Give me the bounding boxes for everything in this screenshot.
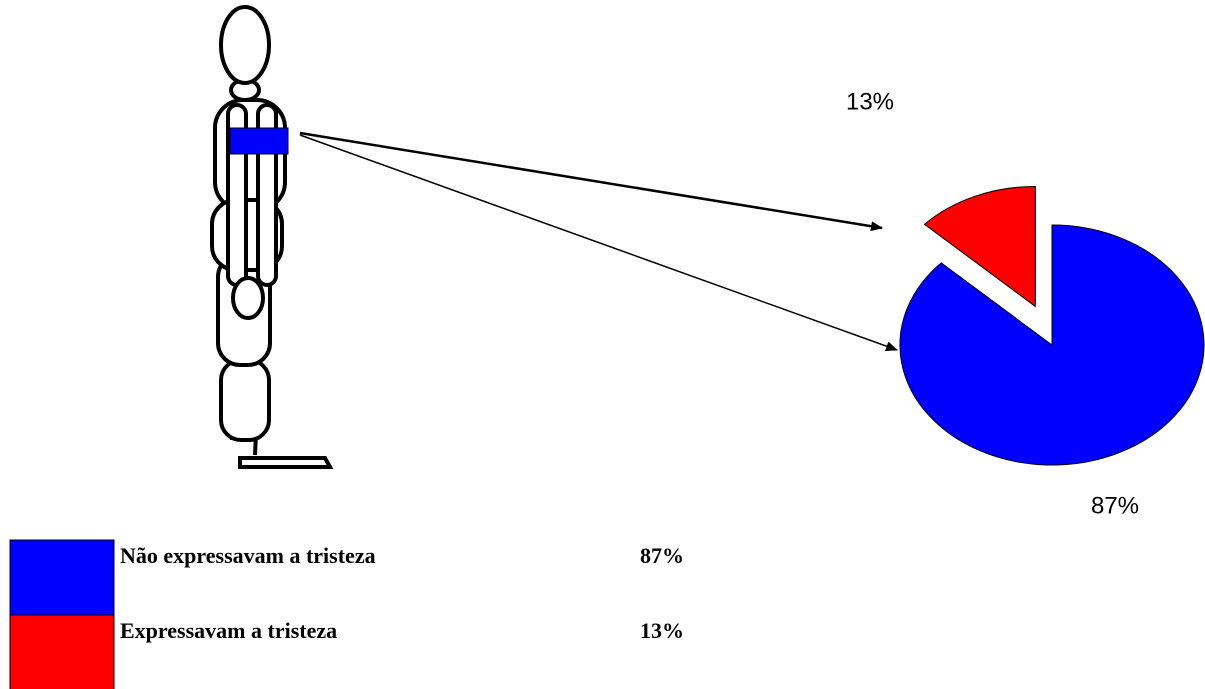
- data-label: 13%: [846, 88, 894, 115]
- arrow: [300, 135, 897, 350]
- legend-label: Não expressavam a tristeza: [120, 543, 376, 568]
- data-label: 87%: [1091, 492, 1139, 519]
- chart: 87% Não expressavam a tristeza 87% 13% Expre…: [0, 0, 1205, 689]
- mannequin: [212, 7, 330, 467]
- legend-label: Expressavam a tristeza: [120, 618, 337, 643]
- arrow: [300, 133, 882, 228]
- legend-value: 87%: [640, 543, 684, 568]
- legend-swatch: [10, 615, 114, 689]
- pie-slice: [900, 225, 1204, 465]
- legend-swatch: [10, 540, 114, 615]
- legend-value: 13%: [640, 618, 684, 643]
